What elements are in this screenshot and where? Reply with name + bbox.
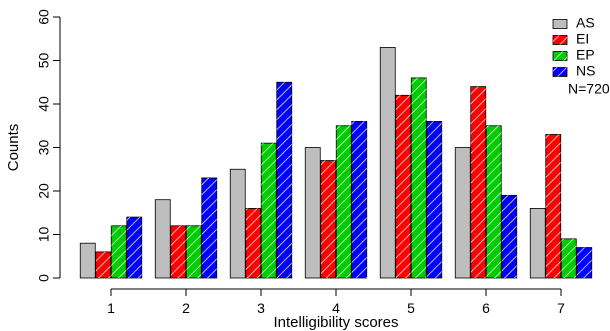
bar-ei-5-hatch [395, 95, 411, 278]
x-tick-label: 2 [182, 300, 190, 316]
bar-ns-5-hatch [426, 121, 442, 279]
bar-as-2 [154, 199, 171, 279]
bar-ep-6-hatch [486, 125, 502, 278]
x-tick-label: 1 [107, 300, 115, 316]
x-tick-label: 5 [407, 300, 415, 316]
bar-as-6 [454, 147, 471, 279]
x-tick-label: 7 [557, 300, 565, 316]
y-tick-label: 0 [36, 274, 52, 282]
x-tick-label: 6 [482, 300, 490, 316]
legend-ep-swatch-hatch [553, 51, 567, 61]
y-tick-label: 20 [36, 183, 52, 199]
bar-ei-6-hatch [470, 86, 486, 278]
bar-ep-3-hatch [261, 143, 277, 278]
x-axis-title: Intelligibility scores [273, 314, 398, 331]
bar-ns-2-hatch [201, 177, 217, 278]
bar-as-5 [379, 47, 396, 279]
bar-as-1 [79, 242, 96, 279]
bar-ei-1-hatch [95, 251, 111, 278]
y-tick-label: 10 [36, 227, 52, 243]
legend-ep-label: EP [576, 47, 595, 63]
y-tick-label: 60 [36, 9, 52, 25]
legend-ei-label: EI [576, 31, 589, 47]
y-tick-label: 30 [36, 140, 52, 156]
y-tick-label: 50 [36, 53, 52, 69]
bar-as-4 [304, 147, 321, 279]
bar-ns-6-hatch [501, 195, 517, 278]
bar-ep-2-hatch [186, 225, 202, 278]
x-tick-label: 4 [332, 300, 340, 316]
bar-ep-4-hatch [336, 125, 352, 278]
y-tick-label: 40 [36, 96, 52, 112]
legend-ns-swatch-hatch [553, 67, 567, 77]
bar-ei-7-hatch [545, 134, 561, 278]
bar-ns-7-hatch [576, 247, 592, 278]
bar-ep-7-hatch [561, 238, 577, 278]
chart-axes: 0 10 20 30 40 50 60 1 2 3 4 5 6 7 [36, 9, 565, 316]
bar-as-3 [229, 168, 246, 279]
legend-note: N=720 [568, 81, 610, 97]
bar-ns-1-hatch [126, 217, 142, 278]
bar-ei-2-hatch [170, 225, 186, 278]
legend-ei-swatch-hatch [553, 35, 567, 45]
y-axis-title: Counts [5, 124, 22, 172]
bar-ep-1-hatch [111, 225, 127, 278]
bar-ns-4-hatch [351, 121, 367, 279]
bar-ei-3-hatch [245, 208, 261, 278]
bar-ei-4-hatch [320, 160, 336, 278]
bar-ns-3-hatch [276, 82, 292, 278]
legend-as-label: AS [576, 15, 595, 31]
bar-as-7 [529, 207, 546, 279]
bar-ep-5-hatch [411, 77, 427, 279]
legend-ns-label: NS [576, 63, 595, 79]
bar-group [79, 47, 593, 279]
x-tick-label: 3 [257, 300, 265, 316]
legend-as-swatch [552, 19, 568, 29]
